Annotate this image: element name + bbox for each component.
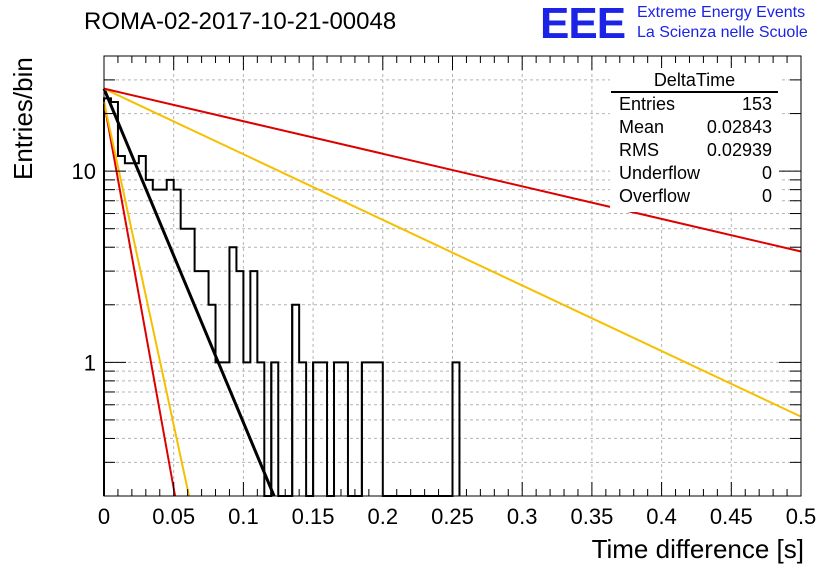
histogram [103, 97, 461, 497]
stats-label: Underflow [619, 163, 701, 183]
stats-row-underflow: Underflow 0 [611, 162, 778, 185]
stats-title: DeltaTime [611, 69, 778, 93]
bound_outer-curve [103, 87, 802, 253]
logo-line-1: Extreme Energy Events [637, 4, 806, 21]
stats-row-rms: RMS 0.02939 [611, 139, 778, 162]
stats-label: Mean [619, 117, 665, 137]
stats-label: RMS [619, 140, 659, 160]
stats-row-overflow: Overflow 0 [611, 185, 778, 208]
x-tick-label: 0.35 [570, 504, 613, 529]
fit-curves [102, 87, 802, 497]
y-tick-label: 1 [84, 350, 96, 375]
fit-curve [102, 88, 276, 497]
x-tick-label: 0.4 [646, 504, 677, 529]
y-axis-label: Entries/bin [8, 57, 38, 180]
x-axis-label: Time difference [s] [591, 534, 804, 564]
stats-row-entries: Entries 153 [611, 93, 778, 116]
chart-title: ROMA-02-2017-10-21-00048 [84, 8, 397, 35]
x-tick-label: 0.5 [786, 504, 817, 529]
bound_inner-curve [103, 101, 191, 497]
bound_outer-curve [103, 101, 177, 497]
stats-value: 0 [761, 163, 772, 183]
x-tick-label: 0.1 [228, 504, 259, 529]
x-tick-label: 0.15 [292, 504, 335, 529]
stats-box: DeltaTime Entries 153 Mean 0.02843 RMS 0… [610, 68, 779, 212]
eee-logo: EEE [540, 0, 626, 48]
stats-label: Overflow [619, 186, 691, 206]
x-tick-label: 0.25 [431, 504, 474, 529]
x-tick-label: 0 [98, 504, 110, 529]
x-tick-label: 0.3 [507, 504, 538, 529]
y-tick-label: 10 [72, 159, 96, 184]
x-tick-label: 0.2 [368, 504, 399, 529]
stats-value: 0 [761, 186, 772, 206]
histogram-outline [103, 97, 461, 497]
stats-value: 153 [741, 94, 772, 114]
stats-value: 0.02843 [706, 117, 772, 137]
logo-line-2: La Scienza nelle Scuole [637, 24, 808, 41]
x-tick-label: 0.45 [710, 504, 753, 529]
stats-label: Entries [619, 94, 676, 114]
bound_inner-curve [103, 87, 802, 418]
stats-value: 0.02939 [706, 140, 772, 160]
stats-row-mean: Mean 0.02843 [611, 116, 778, 139]
axes: 0 0.05 0.1 0.15 0.2 0.25 0.3 0.35 0.4 0.45 0.5 1 10 [72, 55, 817, 529]
x-tick-label: 0.05 [152, 504, 195, 529]
